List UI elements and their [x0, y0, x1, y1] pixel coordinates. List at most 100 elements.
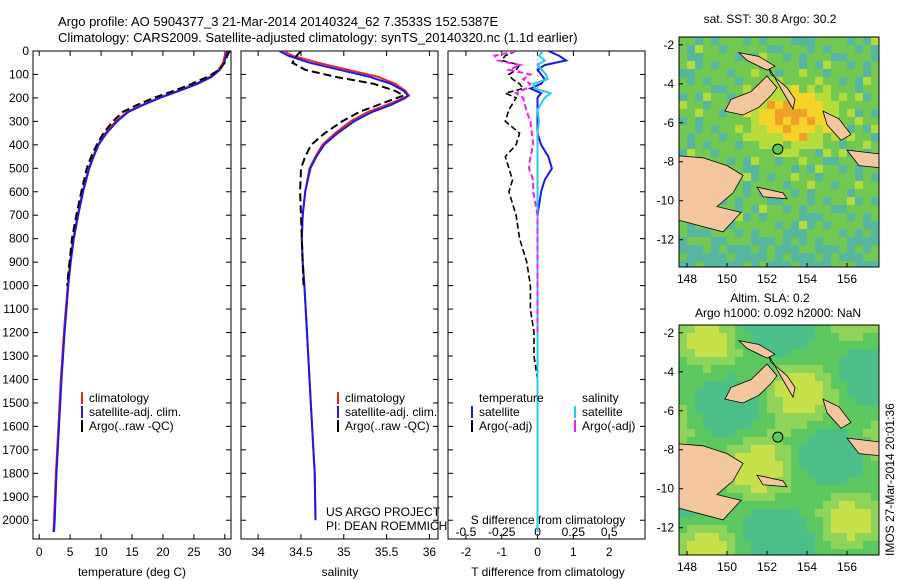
map-cell: [791, 381, 799, 389]
map-cell: [871, 69, 879, 77]
map-cell: [783, 197, 791, 205]
map-cell: [759, 133, 767, 141]
map-cell: [679, 533, 687, 541]
map-cell: [863, 365, 871, 373]
map-cell: [727, 365, 735, 373]
map-cell: [679, 37, 687, 45]
x-tick-label: 152: [757, 560, 777, 574]
map-cell: [855, 357, 863, 365]
map-cell: [871, 85, 879, 93]
map-cell: [831, 549, 839, 555]
map-cell: [719, 541, 727, 549]
land-mass: [822, 398, 852, 429]
map-cell: [791, 213, 799, 221]
map-cell: [767, 549, 775, 555]
map-cell: [815, 237, 823, 245]
map-cell: [855, 109, 863, 117]
map-cell: [711, 109, 719, 117]
y-tick-label: -10: [657, 194, 675, 208]
map-cell: [783, 37, 791, 45]
map-cell: [695, 85, 703, 93]
map-cell: [807, 381, 815, 389]
map-cell: [703, 101, 711, 109]
map-cell: [687, 117, 695, 125]
map-cell: [863, 493, 871, 501]
map-cell: [735, 77, 743, 85]
map-cell: [735, 117, 743, 125]
temperature-satellite-line: [53, 51, 229, 533]
map-cell: [855, 237, 863, 245]
map-cell: [751, 149, 759, 157]
map-cell: [791, 149, 799, 157]
map-cell: [791, 373, 799, 381]
map-cell: [799, 101, 807, 109]
x-tick-label: 15: [125, 545, 139, 559]
map-cell: [759, 333, 767, 341]
map-cell: [735, 189, 743, 197]
map-cell: [695, 61, 703, 69]
map-cell: [687, 509, 695, 517]
map-cell: [839, 165, 847, 173]
map-cell: [687, 357, 695, 365]
map-cell: [807, 197, 815, 205]
temperature-panel-frame: [32, 50, 232, 540]
land-mass: [822, 110, 852, 141]
map-cell: [863, 453, 871, 461]
map-cell: [679, 53, 687, 61]
map-cell: [863, 341, 871, 349]
map-cell: [679, 221, 687, 229]
map-cell: [703, 77, 711, 85]
map-cell: [695, 365, 703, 373]
map-cell: [751, 133, 759, 141]
map-cell: [791, 397, 799, 405]
sla-map-subtitle: Argo h1000: 0.092 h2000: NaN: [695, 306, 861, 320]
map-cell: [815, 253, 823, 261]
map-cell: [679, 85, 687, 93]
map-cell: [847, 157, 855, 165]
map-cell: [719, 357, 727, 365]
map-cell: [871, 341, 879, 349]
map-cell: [687, 517, 695, 525]
map-cell: [847, 245, 855, 253]
map-cell: [727, 493, 735, 501]
map-cell: [791, 477, 799, 485]
map-cell: [703, 237, 711, 245]
map-cell: [831, 373, 839, 381]
map-cell: [855, 397, 863, 405]
map-cell: [711, 373, 719, 381]
map-cell: [815, 205, 823, 213]
map-cell: [711, 61, 719, 69]
map-cell: [799, 245, 807, 253]
map-cell: [815, 349, 823, 357]
map-cell: [791, 421, 799, 429]
map-cell: [695, 549, 703, 555]
map-cell: [703, 325, 711, 333]
map-cell: [799, 253, 807, 261]
map-cell: [783, 421, 791, 429]
map-cell: [807, 533, 815, 541]
map-cell: [799, 549, 807, 555]
map-cell: [711, 541, 719, 549]
map-cell: [839, 157, 847, 165]
map-cell: [871, 221, 879, 229]
map-cell: [783, 213, 791, 221]
map-cell: [815, 197, 823, 205]
map-cell: [847, 221, 855, 229]
map-cell: [799, 205, 807, 213]
map-cell: [831, 453, 839, 461]
map-cell: [727, 485, 735, 493]
map-cell: [831, 461, 839, 469]
argo-position-marker: [772, 431, 784, 443]
map-cell: [735, 405, 743, 413]
map-cell: [775, 213, 783, 221]
map-cell: [847, 421, 855, 429]
map-cell: [815, 533, 823, 541]
map-cell: [863, 213, 871, 221]
map-cell: [775, 349, 783, 357]
map-cell: [687, 541, 695, 549]
map-cell: [695, 325, 703, 333]
map-cell: [775, 509, 783, 517]
map-cell: [727, 157, 735, 165]
map-cell: [871, 525, 879, 533]
map-cell: [735, 333, 743, 341]
